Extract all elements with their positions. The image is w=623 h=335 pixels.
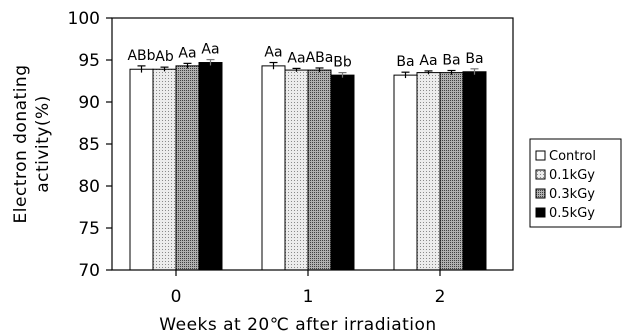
x-tick-label: 1 — [303, 287, 314, 307]
bar-control-week-1 — [261, 65, 286, 271]
y-axis-ticks: 70 75 80 85 90 95 100 — [68, 9, 112, 281]
significance-label: Ba — [465, 51, 483, 67]
y-tick-label: 75 — [78, 219, 100, 239]
y-tick-label: 100 — [68, 9, 100, 29]
legend-swatch — [535, 150, 546, 161]
bar-05kgy-week-0 — [198, 62, 223, 271]
bar-01kgy-week-0 — [152, 68, 177, 271]
legend: Control 0.1kGy 0.3kGy 0.5kGy — [529, 138, 622, 228]
plot-frame — [111, 17, 514, 271]
legend-swatch — [535, 169, 546, 180]
legend-label: 0.3kGy — [549, 187, 595, 202]
y-tick-label: 85 — [78, 135, 100, 155]
significance-label: Aa — [178, 45, 196, 61]
significance-label: Aa — [287, 50, 305, 66]
bar-03kgy-week-2 — [439, 72, 464, 271]
legend-label: 0.1kGy — [549, 168, 595, 183]
bar-01kgy-week-1 — [284, 69, 309, 271]
bar-03kgy-week-1 — [307, 69, 332, 271]
legend-label: 0.5kGy — [549, 206, 595, 221]
significance-label: ABb — [127, 48, 155, 64]
significance-label: Ba — [442, 53, 460, 69]
y-tick-label: 95 — [78, 51, 100, 71]
y-axis-title-line2: activity(%) — [33, 95, 53, 193]
x-tick-label: 2 — [435, 287, 446, 307]
x-axis-ticks: 0 1 2 — [171, 270, 446, 307]
significance-label: Bb — [333, 55, 352, 71]
bar-05kgy-week-2 — [462, 71, 487, 271]
significance-label: Aa — [264, 45, 282, 61]
legend-swatch — [535, 188, 546, 199]
bars — [129, 62, 487, 271]
significance-label: Ab — [155, 49, 174, 65]
y-tick-label: 90 — [78, 93, 100, 113]
significance-label: Aa — [419, 53, 437, 69]
legend-label: Control — [549, 149, 596, 164]
bar-control-week-0 — [129, 68, 154, 271]
y-tick-label: 80 — [78, 177, 100, 197]
significance-labels: ABb Ab Aa Aa Aa Aa ABa Bb Ba Aa Ba Ba — [127, 42, 483, 71]
y-axis-title-line1: Electron donating — [11, 65, 31, 224]
x-tick-label: 0 — [171, 287, 182, 307]
x-axis-title: Weeks at 20℃ after irradiation — [159, 315, 436, 335]
y-tick-label: 70 — [78, 261, 100, 281]
significance-label: ABa — [306, 50, 334, 66]
error-bars — [137, 58, 479, 79]
bar-control-week-2 — [393, 74, 418, 271]
bar-03kgy-week-0 — [175, 65, 200, 271]
legend-swatch — [535, 207, 546, 218]
significance-label: Ba — [396, 54, 414, 70]
significance-label: Aa — [201, 42, 219, 58]
bar-01kgy-week-2 — [416, 72, 441, 271]
bar-05kgy-week-1 — [330, 74, 355, 271]
